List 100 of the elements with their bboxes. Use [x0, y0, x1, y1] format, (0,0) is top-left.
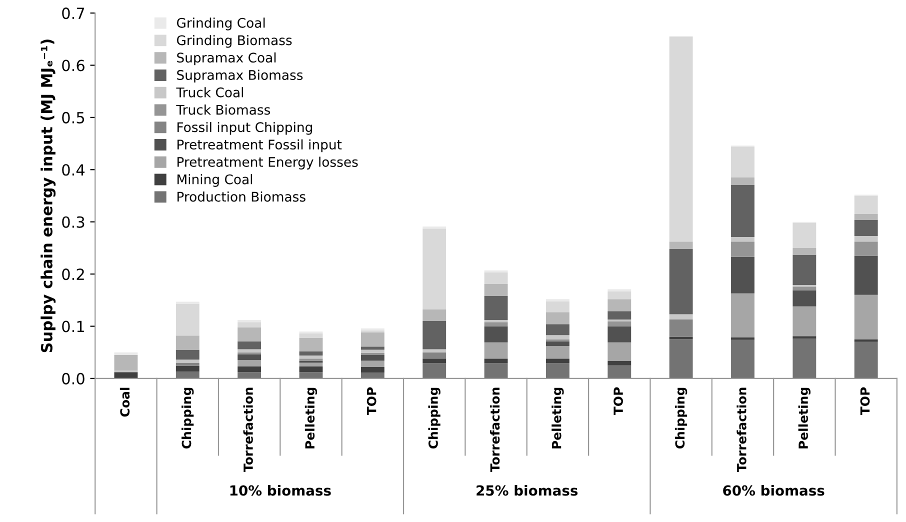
bar — [238, 341, 262, 350]
x-tick-label: TOP — [366, 387, 376, 416]
x-tick-label: Pelleting — [798, 388, 811, 448]
bar — [854, 236, 878, 242]
bar — [669, 319, 693, 337]
legend-label: Grinding Coal — [176, 18, 265, 30]
bar — [176, 372, 200, 378]
bar — [792, 338, 816, 378]
bar — [176, 304, 200, 336]
bar — [484, 342, 508, 359]
y-tick-label: 0.5 — [62, 112, 84, 124]
bar — [360, 354, 384, 361]
y-tick-label: 0.6 — [62, 60, 84, 72]
bar — [854, 196, 878, 214]
bar — [669, 336, 693, 340]
y-tick-label: 0.1 — [62, 320, 84, 332]
x-tick-label: Chipping — [428, 388, 440, 449]
bar — [546, 312, 570, 324]
bar — [792, 306, 816, 336]
bar — [422, 321, 446, 350]
bar — [176, 362, 200, 366]
bar — [792, 336, 816, 339]
bar — [484, 322, 508, 326]
bar — [731, 177, 754, 185]
x-tick-label: Torrefaction — [490, 388, 500, 472]
bar — [792, 248, 816, 255]
bar — [114, 372, 138, 378]
x-tick-label: Chipping — [674, 388, 688, 449]
bar — [360, 330, 384, 333]
x-tick-label: Pelleting — [552, 388, 564, 448]
bar — [608, 365, 632, 378]
bar — [299, 355, 323, 359]
bar — [238, 349, 262, 352]
text: 10% biomass — [230, 485, 331, 496]
bar — [546, 341, 570, 346]
bar — [731, 337, 754, 340]
bar — [669, 242, 693, 249]
bar — [608, 326, 632, 342]
legend-label: Production Biomass — [178, 191, 306, 202]
x-tick-label: Torrefaction — [736, 388, 746, 472]
bar — [608, 299, 632, 312]
bar — [546, 363, 570, 378]
x-tick-label: Pelleting — [304, 388, 318, 448]
bar — [546, 301, 570, 312]
y-axis-title: Suplpy chain energy input (MJ MJₑ⁻¹) — [40, 40, 56, 352]
bar — [854, 220, 878, 236]
bar — [792, 290, 816, 306]
bar — [792, 286, 816, 290]
x-tick-label: Torrefaction — [243, 388, 253, 472]
bar — [114, 354, 138, 371]
legend-label: Mining Coal — [178, 174, 252, 187]
bar — [484, 272, 508, 284]
bar — [669, 314, 693, 320]
bar — [731, 236, 754, 242]
x-tick-label: Coal — [120, 388, 130, 417]
bar — [299, 338, 323, 352]
bar — [546, 335, 570, 340]
bar — [360, 366, 384, 373]
bar — [669, 37, 693, 242]
bar — [608, 342, 632, 361]
bar — [238, 327, 262, 342]
bar — [731, 146, 754, 178]
bar — [114, 352, 138, 355]
bar — [176, 350, 200, 360]
y-tick-label: 0.4 — [62, 164, 85, 176]
bar — [422, 228, 446, 310]
x-tick-label: Chipping — [182, 388, 194, 449]
bar — [238, 360, 262, 366]
bar — [854, 242, 878, 256]
legend-label: Truck Coal — [176, 87, 244, 98]
x-tick-label: TOP — [860, 387, 870, 416]
bar — [854, 214, 878, 220]
bar — [360, 346, 384, 350]
text: 25% biomass — [476, 485, 578, 496]
bar — [360, 350, 384, 353]
bar — [238, 366, 262, 372]
bar — [484, 363, 508, 378]
bar — [422, 358, 446, 364]
bar — [299, 362, 323, 366]
legend-label: Supramax Biomass — [177, 70, 303, 83]
bar — [422, 349, 446, 352]
bar — [854, 256, 878, 295]
bar — [608, 319, 632, 322]
bar — [792, 222, 816, 248]
bar — [608, 311, 632, 320]
bar — [176, 336, 200, 350]
bar — [731, 242, 754, 257]
bar — [299, 331, 323, 334]
y-tick-label: 0.0 — [62, 372, 84, 384]
bar — [854, 339, 878, 342]
legend-label: Supramax Coal — [177, 52, 276, 66]
text: 60% biomass — [723, 485, 824, 496]
y-tick-label: 0.2 — [62, 268, 84, 280]
bar — [608, 322, 632, 326]
bar — [422, 352, 446, 359]
bar — [484, 284, 508, 296]
bar — [238, 322, 262, 328]
bar — [731, 293, 754, 338]
bar — [360, 332, 384, 347]
legend-label: Fossil input Chipping — [178, 122, 312, 135]
